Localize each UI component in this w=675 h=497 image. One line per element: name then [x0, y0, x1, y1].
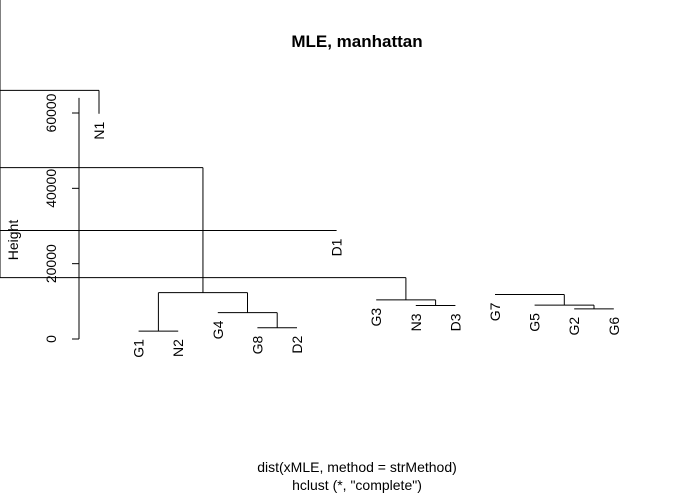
leaf-label: G1 — [131, 339, 147, 358]
leaf-label: G7 — [487, 302, 503, 321]
leaf-labels: N1 G1 N2 G4 G8 D2 D1 G3 N3 D3 G7 G5 G2 G6 — [91, 122, 622, 358]
leaf-label: D1 — [329, 238, 345, 256]
y-axis: 0 20000 40000 60000 — [43, 93, 80, 343]
leaf-label: N3 — [408, 313, 424, 331]
leaf-label: N1 — [91, 122, 107, 140]
leaf-label: D2 — [289, 335, 305, 353]
leaf-label: G6 — [606, 317, 622, 336]
y-tick-label: 0 — [43, 335, 59, 343]
chart-title: MLE, manhattan — [291, 32, 422, 51]
y-tick-label: 40000 — [43, 169, 59, 208]
x-axis-label-line1: dist(xMLE, method = strMethod) — [257, 459, 457, 475]
leaf-label: D3 — [447, 313, 463, 331]
x-axis-label-line2: hclust (*, "complete") — [292, 477, 422, 493]
leaf-label: N2 — [170, 339, 186, 357]
leaf-label: G5 — [527, 313, 543, 332]
y-tick-label: 20000 — [43, 244, 59, 283]
leaf-label: G3 — [368, 308, 384, 327]
y-axis-label: Height — [5, 220, 21, 261]
dendrogram-tree — [0, 0, 614, 332]
leaf-label: G2 — [566, 317, 582, 336]
leaf-label: G4 — [210, 320, 226, 339]
leaf-label: G8 — [249, 335, 265, 354]
y-tick-label: 60000 — [43, 93, 59, 132]
